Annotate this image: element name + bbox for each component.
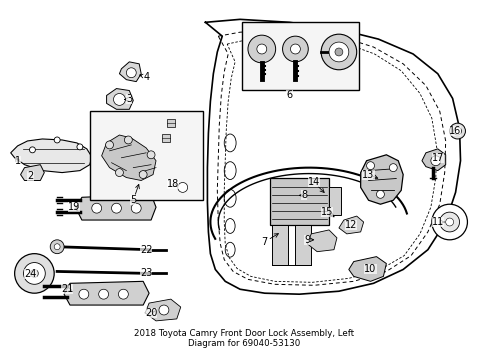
Polygon shape [119,62,141,82]
Polygon shape [165,177,195,196]
Text: 13: 13 [362,170,374,180]
Circle shape [118,289,128,299]
Text: 5: 5 [130,195,136,205]
Text: 23: 23 [140,269,152,278]
Text: 16: 16 [447,126,460,136]
Circle shape [92,203,102,213]
Polygon shape [20,165,44,180]
Text: Diagram for 69040-53130: Diagram for 69040-53130 [188,339,300,348]
Circle shape [30,270,38,278]
Text: 19: 19 [68,202,80,212]
Text: 15: 15 [320,207,332,217]
Circle shape [445,218,453,226]
Circle shape [247,35,275,63]
Text: 7: 7 [261,237,267,247]
Text: 9: 9 [304,235,310,245]
Circle shape [54,137,60,143]
Text: 3: 3 [126,94,132,104]
Circle shape [131,203,141,213]
Circle shape [99,289,108,299]
Circle shape [159,305,168,315]
Circle shape [430,156,440,166]
Polygon shape [348,257,386,281]
Text: 6: 6 [286,90,292,100]
Polygon shape [338,216,363,234]
Text: 22: 22 [140,245,152,255]
Text: 12: 12 [344,220,356,230]
Text: 18: 18 [166,179,179,189]
Bar [166,119,174,127]
Bar [242,22,358,90]
Bar [269,177,328,225]
Text: 11: 11 [431,217,443,227]
Circle shape [431,204,467,240]
Circle shape [15,254,54,293]
Circle shape [178,183,187,192]
Circle shape [256,44,266,54]
Bar [328,188,340,215]
Circle shape [29,147,35,153]
Circle shape [282,36,307,62]
Circle shape [124,136,132,144]
Text: 2: 2 [27,171,34,181]
Polygon shape [76,194,156,220]
Polygon shape [106,89,133,109]
Polygon shape [306,230,336,252]
Circle shape [113,94,125,105]
Circle shape [126,68,136,78]
Circle shape [366,162,374,170]
Text: 8: 8 [301,190,307,200]
Bar [295,225,310,265]
Circle shape [105,141,113,149]
Bar [271,225,287,265]
Circle shape [147,151,155,159]
Polygon shape [11,139,92,172]
Circle shape [449,123,465,139]
Bar [90,111,203,200]
Circle shape [290,44,300,54]
Circle shape [54,244,60,250]
Circle shape [321,34,356,70]
Circle shape [79,289,89,299]
Text: 20: 20 [144,308,157,318]
Text: 21: 21 [61,284,73,294]
Circle shape [376,190,384,198]
Circle shape [139,171,147,179]
Text: 17: 17 [431,153,443,163]
Circle shape [77,144,82,150]
Text: 24: 24 [24,269,37,279]
Polygon shape [102,135,156,180]
Text: 10: 10 [364,265,376,274]
Circle shape [439,212,459,232]
Circle shape [23,262,45,284]
Circle shape [115,168,123,176]
Circle shape [388,164,396,172]
Circle shape [328,42,348,62]
Polygon shape [360,155,402,204]
Polygon shape [64,281,149,305]
Text: 1: 1 [15,156,20,166]
Polygon shape [145,299,181,321]
Circle shape [111,203,121,213]
Polygon shape [421,149,445,171]
Bar [162,134,169,142]
Circle shape [334,48,342,56]
Text: 4: 4 [143,72,149,82]
Text: 14: 14 [307,177,320,188]
Circle shape [50,240,64,254]
Circle shape [453,127,461,135]
Text: 2018 Toyota Camry Front Door Lock Assembly, Left: 2018 Toyota Camry Front Door Lock Assemb… [134,329,354,338]
